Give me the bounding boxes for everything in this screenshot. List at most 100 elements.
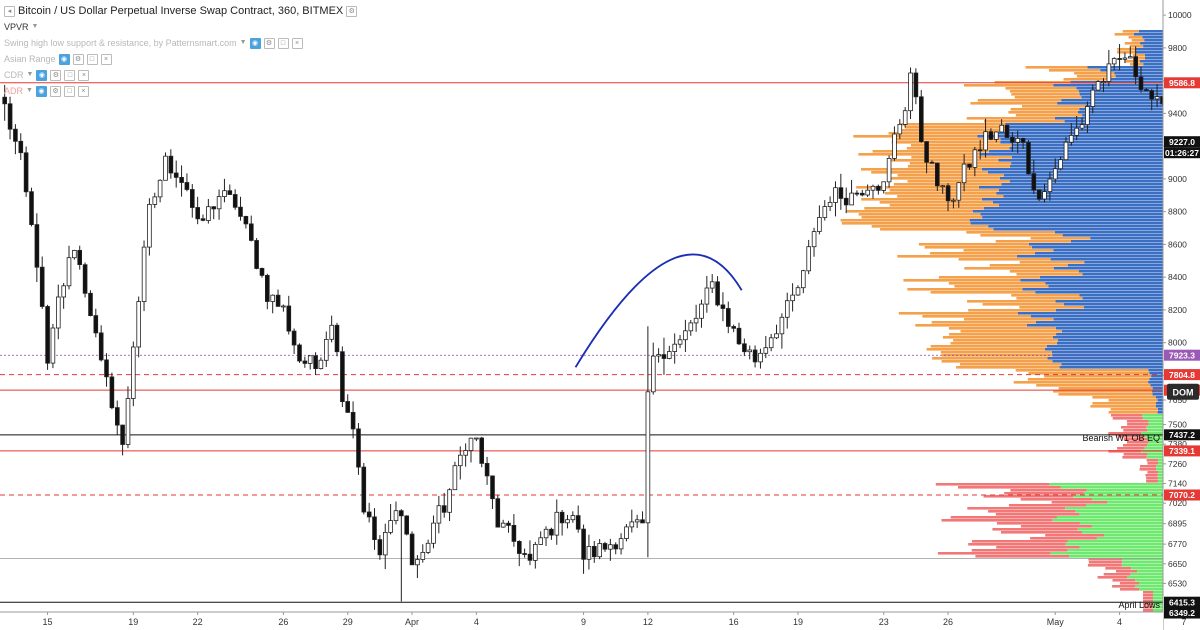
chevron-down-icon[interactable]: ▼ [31,23,39,30]
vp-sell-bar [1146,477,1158,480]
gear-icon[interactable]: ⚙ [50,69,62,81]
vp-buy-bar [1053,84,1163,87]
level-price-tag: 9586.8 [1169,78,1195,88]
vp-buy-bar [1157,477,1163,480]
vp-buy-bar [1145,57,1163,60]
vp-sell-bar [1027,378,1150,381]
candle [248,215,254,242]
close-icon[interactable]: × [78,69,90,81]
candle [1031,159,1037,195]
time-tick-label: May [1047,617,1065,627]
gear-icon[interactable]: ⚙ [49,85,61,97]
vp-sell-bar [897,255,1017,258]
candle [774,324,779,340]
vp-buy-bar [1028,243,1163,246]
candle [23,146,29,197]
time-tick-label: 4 [1117,617,1122,627]
time-tick-label: Apr [405,617,419,627]
price-tick-label: 6770 [1168,539,1187,549]
vp-buy-bar [1158,459,1163,462]
vp-buy-bar [1056,342,1163,345]
gear-icon[interactable]: ⚙ [263,37,275,49]
settings-icon[interactable]: □ [64,69,76,81]
settings-icon[interactable]: ⚙ [346,5,358,17]
vp-buy-bar [996,192,1163,195]
indicator-row-swing[interactable]: Swing high low support & resistance, by … [4,35,357,51]
candle-body [163,155,168,181]
vp-sell-bar [1123,429,1148,432]
vp-buy-bar [1131,567,1163,570]
candle [157,179,163,203]
vp-sell-bar [983,495,1074,498]
candle-body [238,206,243,217]
candle [1074,115,1080,141]
vp-sell-bar [1117,48,1136,51]
gear-icon[interactable]: ⚙ [72,53,84,65]
candle [747,345,752,360]
candle [1128,46,1133,59]
indicator-row-vpvr[interactable]: VPVR ▼ [4,19,357,35]
chevron-down-icon[interactable]: ▼ [26,71,34,78]
candle-body [924,141,929,163]
candle [2,84,7,121]
vp-sell-bar [1145,474,1158,477]
collapse-icon[interactable]: ◂ [4,5,15,17]
chevron-down-icon[interactable]: ▼ [239,39,247,46]
candle [854,190,860,197]
eye-icon[interactable]: ◉ [249,37,261,49]
time-tick-label: 7 [1181,617,1186,627]
time-tick-label: 4 [474,617,479,627]
vp-buy-bar [1022,288,1163,291]
candle [307,355,313,370]
vp-sell-bar [891,177,1000,180]
candle-body [951,199,956,202]
vp-buy-bar [1054,231,1163,234]
candle-body [147,203,152,248]
chart-legend: ◂ Bitcoin / US Dollar Perpetual Inverse … [4,3,358,99]
vp-buy-bar [1135,585,1163,588]
candle [1020,137,1026,149]
eye-icon[interactable]: ◉ [35,85,47,97]
candle-body [222,190,227,197]
vp-buy-bar [1061,330,1163,333]
eye-icon[interactable]: ◉ [36,69,48,81]
candle [398,509,404,602]
vp-sell-bar [995,240,1071,243]
level-price-tag-bg [1164,607,1200,619]
settings-icon[interactable]: □ [277,37,289,49]
candle [913,68,919,105]
candle [768,333,774,352]
candle-body [157,179,163,198]
settings-icon[interactable]: □ [86,53,98,65]
close-icon[interactable]: × [291,37,303,49]
vp-buy-bar [998,132,1163,135]
indicator-row-asian[interactable]: Asian Range ◉ ⚙ □ × [4,51,357,67]
vp-sell-bar [975,555,1070,558]
vp-sell-bar [907,165,1010,168]
vp-sell-bar [1013,381,1149,384]
time-tick-label: 19 [128,617,138,627]
close-icon[interactable]: × [77,85,89,97]
vp-buy-bar [999,177,1163,180]
chevron-down-icon[interactable]: ▼ [26,87,33,94]
candle [763,336,769,359]
vp-sell-bar [1014,96,1082,99]
close-icon[interactable]: × [100,53,112,65]
vp-sell-bar [1112,417,1143,420]
candle-body [517,541,522,554]
vp-sell-bar [1020,498,1092,501]
candle [88,290,93,317]
candle-body [1026,141,1031,175]
settings-icon[interactable]: □ [63,85,75,97]
vp-buy-bar [1055,117,1163,120]
candle-body [307,355,313,364]
candle [817,205,822,235]
indicator-row-adr[interactable]: ADR ▼ ◉ ⚙ □ × [4,83,357,99]
eye-icon[interactable]: ◉ [58,53,70,65]
indicator-row-cdr[interactable]: CDR ▼ ◉ ⚙ □ × [4,67,357,83]
price-tick-label: 8200 [1168,305,1187,315]
candle-body [281,305,286,308]
candle-body [543,528,549,539]
candle [447,488,452,522]
